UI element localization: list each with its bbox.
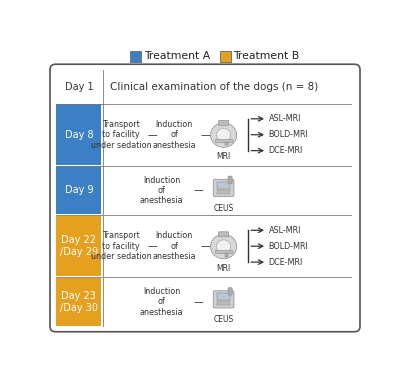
FancyBboxPatch shape (225, 142, 228, 145)
Text: —: — (200, 130, 210, 140)
Text: Day 22
/Day 29: Day 22 /Day 29 (60, 235, 98, 257)
Circle shape (210, 234, 237, 259)
Circle shape (216, 240, 231, 253)
FancyBboxPatch shape (130, 51, 142, 62)
Text: MRI: MRI (216, 264, 231, 273)
Circle shape (210, 123, 237, 147)
Text: DCE-MRI: DCE-MRI (268, 146, 303, 155)
Text: —: — (148, 130, 157, 140)
FancyBboxPatch shape (216, 139, 232, 142)
FancyBboxPatch shape (217, 301, 230, 305)
Text: Induction
of
anesthesia: Induction of anesthesia (140, 287, 184, 317)
FancyBboxPatch shape (56, 104, 102, 165)
Text: Treatment A: Treatment A (144, 51, 210, 61)
Text: Day 9: Day 9 (64, 185, 93, 196)
Text: Induction
of
anesthesia: Induction of anesthesia (140, 176, 184, 205)
Circle shape (216, 128, 231, 142)
FancyBboxPatch shape (217, 293, 230, 300)
FancyBboxPatch shape (220, 51, 231, 62)
FancyBboxPatch shape (228, 176, 232, 184)
FancyBboxPatch shape (225, 253, 228, 257)
FancyBboxPatch shape (217, 182, 230, 189)
Text: Day 1: Day 1 (64, 82, 93, 91)
Text: —: — (200, 241, 210, 251)
Text: BOLD-MRI: BOLD-MRI (268, 130, 308, 139)
FancyBboxPatch shape (56, 216, 102, 276)
Text: Induction
of
anesthesia: Induction of anesthesia (152, 120, 196, 150)
Text: Transport
to facility
under sedation: Transport to facility under sedation (91, 120, 152, 150)
Text: Day 23
/Day 30: Day 23 /Day 30 (60, 291, 98, 313)
Text: —: — (148, 241, 157, 251)
Text: Day 8: Day 8 (64, 130, 93, 140)
Text: Transport
to facility
under sedation: Transport to facility under sedation (91, 231, 152, 261)
FancyBboxPatch shape (56, 70, 102, 103)
FancyBboxPatch shape (216, 250, 232, 253)
Text: MRI: MRI (216, 152, 231, 161)
Text: CEUS: CEUS (214, 315, 234, 324)
FancyBboxPatch shape (56, 167, 102, 214)
Text: ASL-MRI: ASL-MRI (268, 114, 301, 123)
FancyBboxPatch shape (56, 278, 102, 326)
Text: Induction
of
anesthesia: Induction of anesthesia (152, 231, 196, 261)
Text: DCE-MRI: DCE-MRI (268, 258, 303, 267)
FancyBboxPatch shape (217, 190, 230, 194)
FancyBboxPatch shape (218, 232, 229, 237)
Text: BOLD-MRI: BOLD-MRI (268, 242, 308, 251)
Text: Treatment B: Treatment B (234, 51, 300, 61)
FancyBboxPatch shape (213, 179, 234, 197)
Text: CEUS: CEUS (214, 204, 234, 213)
FancyBboxPatch shape (213, 291, 234, 308)
FancyBboxPatch shape (228, 288, 232, 295)
Text: ASL-MRI: ASL-MRI (268, 226, 301, 235)
Text: —: — (194, 297, 204, 307)
Text: —: — (194, 185, 204, 196)
Text: Clinical examination of the dogs (n = 8): Clinical examination of the dogs (n = 8) (110, 82, 319, 91)
FancyBboxPatch shape (50, 64, 360, 332)
FancyBboxPatch shape (218, 120, 229, 125)
